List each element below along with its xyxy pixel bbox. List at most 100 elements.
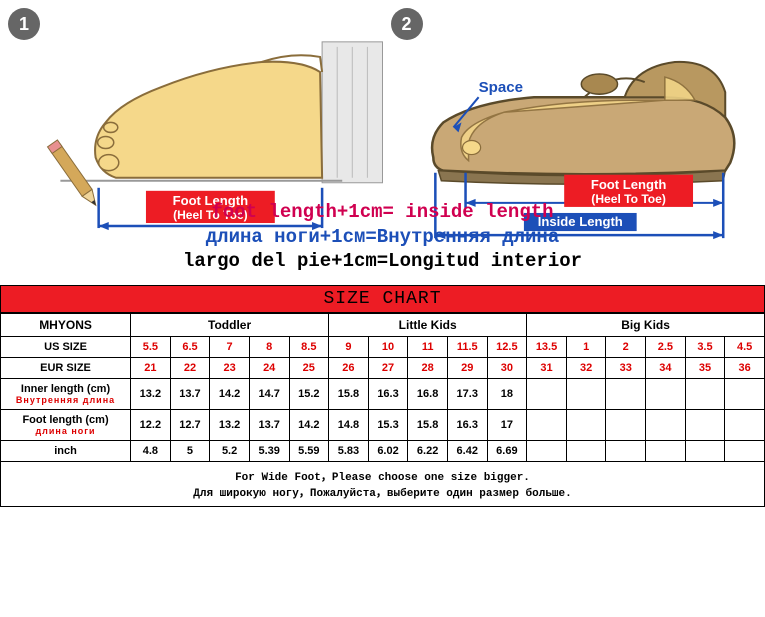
data-cell — [566, 441, 606, 462]
formula-block: foot length+1cm= inside length длина ног… — [0, 200, 765, 274]
footer-ru: Для широкую ногу，Пожалуйста，выберите оди… — [7, 484, 758, 500]
data-cell: 13.7 — [170, 379, 210, 410]
data-cell — [566, 410, 606, 441]
data-cell — [527, 410, 567, 441]
step-1-badge: 1 — [8, 8, 40, 40]
data-cell: 15.8 — [329, 379, 369, 410]
data-cell: 6.5 — [170, 337, 210, 358]
data-cell — [527, 441, 567, 462]
group-header: Big Kids — [527, 314, 765, 337]
brand-cell: MHYONS — [1, 314, 131, 337]
data-cell: 10 — [368, 337, 408, 358]
data-cell — [646, 410, 686, 441]
row-label: Inner length (cm)Внутренняя длина — [1, 379, 131, 410]
formula-en: foot length+1cm= inside length — [0, 200, 765, 225]
footer-note: For Wide Foot，Please choose one size big… — [0, 462, 765, 507]
data-cell: 1 — [566, 337, 606, 358]
data-cell: 13.2 — [210, 410, 250, 441]
data-cell — [646, 441, 686, 462]
data-cell: 26 — [329, 358, 369, 379]
data-cell: 5.39 — [249, 441, 289, 462]
data-cell — [685, 410, 725, 441]
data-cell — [685, 441, 725, 462]
group-header: Little Kids — [329, 314, 527, 337]
data-cell: 6.02 — [368, 441, 408, 462]
data-cell: 13.7 — [249, 410, 289, 441]
data-cell: 15.3 — [368, 410, 408, 441]
data-cell: 6.42 — [447, 441, 487, 462]
data-cell: 11 — [408, 337, 448, 358]
data-cell: 28 — [408, 358, 448, 379]
formula-ru: длина ноги+1см=Внутренняя длина — [0, 225, 765, 250]
data-cell — [685, 379, 725, 410]
data-cell: 16.8 — [408, 379, 448, 410]
data-cell: 13.2 — [131, 379, 171, 410]
data-cell — [606, 379, 646, 410]
data-cell: 21 — [131, 358, 171, 379]
data-cell: 5.59 — [289, 441, 329, 462]
data-cell: 14.2 — [210, 379, 250, 410]
data-cell: 2.5 — [646, 337, 686, 358]
data-cell: 22 — [170, 358, 210, 379]
row-label: inch — [1, 441, 131, 462]
data-cell: 8 — [249, 337, 289, 358]
size-chart-title: SIZE CHART — [0, 285, 765, 313]
data-cell — [566, 379, 606, 410]
data-cell: 12.5 — [487, 337, 527, 358]
row-label: US SIZE — [1, 337, 131, 358]
data-cell: 31 — [527, 358, 567, 379]
data-cell: 12.7 — [170, 410, 210, 441]
data-cell: 8.5 — [289, 337, 329, 358]
size-chart-table: MHYONSToddlerLittle KidsBig KidsUS SIZE5… — [0, 313, 765, 462]
data-cell: 17 — [487, 410, 527, 441]
data-cell — [606, 441, 646, 462]
data-cell — [646, 379, 686, 410]
data-cell — [725, 441, 765, 462]
data-cell: 11.5 — [447, 337, 487, 358]
data-cell: 14.8 — [329, 410, 369, 441]
measurement-diagrams: 1 — [0, 0, 765, 285]
data-cell: 15.8 — [408, 410, 448, 441]
data-cell: 34 — [646, 358, 686, 379]
data-cell: 7 — [210, 337, 250, 358]
data-cell: 2 — [606, 337, 646, 358]
data-cell — [725, 379, 765, 410]
data-cell: 5 — [170, 441, 210, 462]
data-cell — [527, 379, 567, 410]
data-cell: 35 — [685, 358, 725, 379]
data-cell: 9 — [329, 337, 369, 358]
data-cell: 23 — [210, 358, 250, 379]
data-cell: 6.22 — [408, 441, 448, 462]
formula-es: largo del pie+1cm=Longitud interior — [0, 249, 765, 274]
data-cell: 16.3 — [447, 410, 487, 441]
svg-text:Foot Length: Foot Length — [590, 177, 666, 192]
space-label-text: Space — [478, 79, 522, 96]
data-cell: 12.2 — [131, 410, 171, 441]
data-cell: 27 — [368, 358, 408, 379]
data-cell: 33 — [606, 358, 646, 379]
row-label: Foot length (cm)длина ноги — [1, 410, 131, 441]
data-cell: 3.5 — [685, 337, 725, 358]
step-2-badge: 2 — [391, 8, 423, 40]
data-cell: 14.2 — [289, 410, 329, 441]
data-cell: 16.3 — [368, 379, 408, 410]
data-cell: 32 — [566, 358, 606, 379]
data-cell: 36 — [725, 358, 765, 379]
data-cell: 14.7 — [249, 379, 289, 410]
data-cell: 29 — [447, 358, 487, 379]
data-cell: 17.3 — [447, 379, 487, 410]
data-cell: 13.5 — [527, 337, 567, 358]
data-cell: 24 — [249, 358, 289, 379]
row-label: EUR SIZE — [1, 358, 131, 379]
data-cell: 5.2 — [210, 441, 250, 462]
data-cell: 4.8 — [131, 441, 171, 462]
data-cell — [606, 410, 646, 441]
data-cell: 15.2 — [289, 379, 329, 410]
data-cell — [725, 410, 765, 441]
data-cell: 30 — [487, 358, 527, 379]
data-cell: 5.5 — [131, 337, 171, 358]
data-cell: 25 — [289, 358, 329, 379]
data-cell: 6.69 — [487, 441, 527, 462]
group-header: Toddler — [131, 314, 329, 337]
data-cell: 5.83 — [329, 441, 369, 462]
